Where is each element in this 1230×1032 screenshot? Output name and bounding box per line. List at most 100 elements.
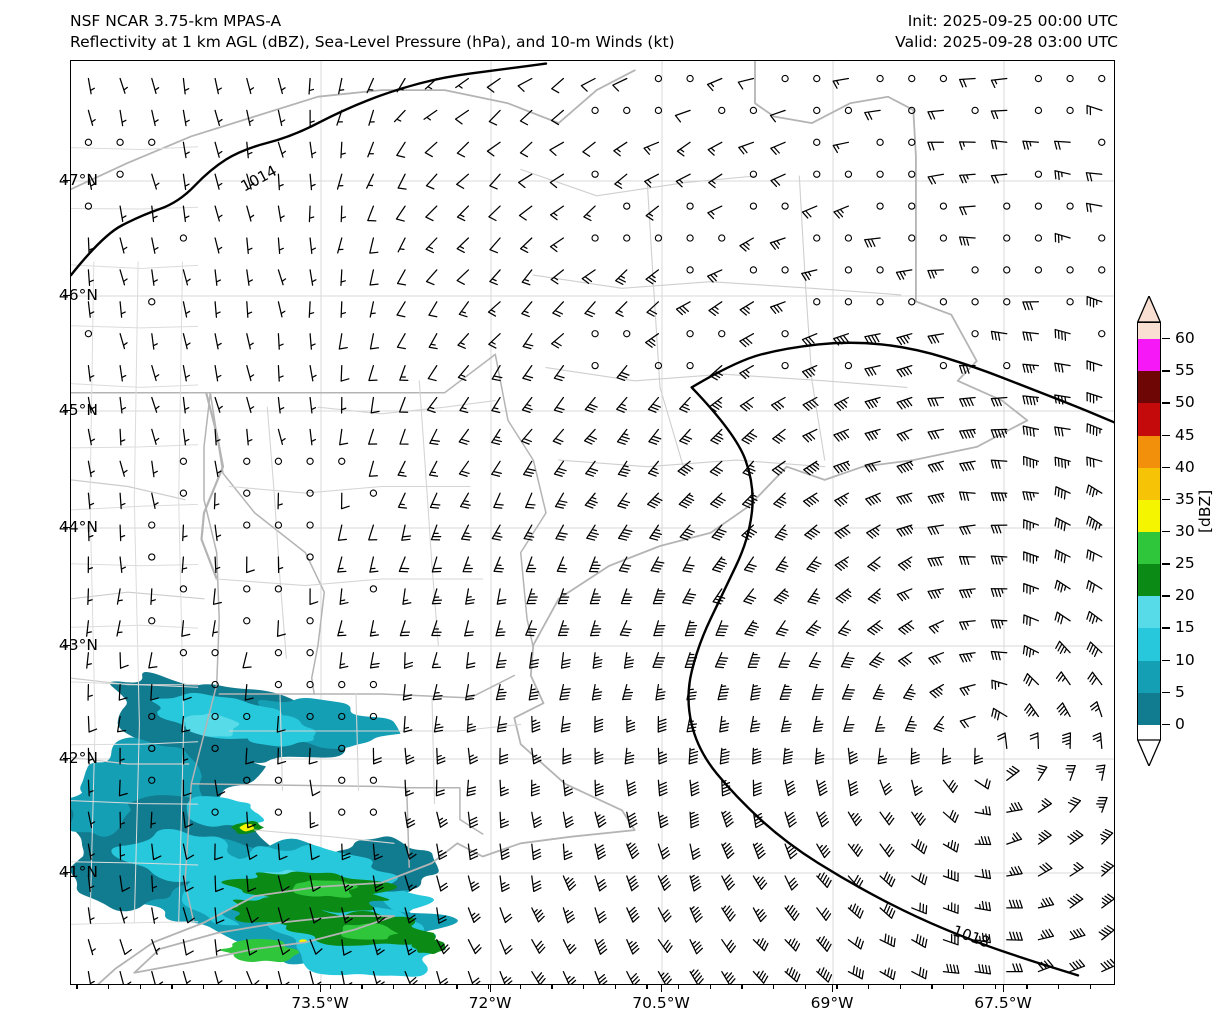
x-axis-minor-tick [266, 985, 268, 989]
wind-barb [274, 457, 283, 465]
wind-barb [369, 333, 380, 350]
wind-barb [246, 907, 259, 924]
wind-barb [277, 875, 290, 892]
wind-barb [927, 428, 945, 440]
wind-barb [246, 875, 257, 893]
wind-barb [594, 747, 604, 765]
wind-barb [942, 933, 959, 946]
wind-barb [119, 907, 128, 924]
wind-barb [1037, 829, 1052, 845]
wind-barb [338, 776, 346, 784]
wind-barb [366, 173, 375, 189]
wind-barb [928, 620, 945, 634]
wind-barb [927, 460, 945, 473]
wind-barb [118, 779, 128, 797]
wind-barb [1067, 796, 1082, 813]
wind-barb [1003, 234, 1011, 242]
wind-barb [1054, 232, 1071, 244]
wind-barb [784, 966, 801, 983]
wind-barb [1098, 234, 1106, 242]
wind-barb [721, 874, 735, 891]
wind-barb [491, 364, 503, 382]
wind-barb [308, 747, 318, 765]
wind-barb [801, 333, 818, 347]
map-plot-area[interactable]: 1014 1018 [70, 60, 1115, 985]
wind-barb [958, 555, 976, 566]
wind-barb [939, 74, 948, 83]
wind-barb [624, 747, 635, 765]
wind-barb [623, 202, 631, 210]
wind-barb [518, 173, 533, 189]
wind-barb [456, 205, 470, 222]
wind-barb [87, 237, 94, 255]
colorbar-band [1138, 596, 1160, 629]
wind-barb [119, 396, 127, 414]
wind-barb [990, 555, 1008, 565]
wind-barb [488, 109, 501, 126]
wind-barb [499, 970, 513, 984]
wind-barb [721, 810, 734, 828]
wind-barb [309, 141, 317, 159]
wind-barb [1098, 925, 1114, 941]
wind-barb [425, 269, 438, 286]
wind-barb [908, 106, 916, 115]
wind-barb [1006, 931, 1023, 941]
wind-barb [844, 106, 853, 115]
wind-barb [594, 779, 604, 797]
wind-barb [1037, 897, 1055, 909]
wind-barb [119, 333, 128, 350]
wind-barb [1022, 331, 1040, 342]
reflectivity-colorbar[interactable]: 0 5 10 15 20 25 30 35 40 45 50 55 60 [1137, 296, 1195, 766]
wind-barb [246, 811, 256, 829]
wind-barb [338, 808, 346, 816]
wind-barb [742, 460, 756, 477]
wind-barb [784, 875, 799, 891]
wind-barb [179, 489, 188, 497]
wind-barb [277, 428, 286, 446]
wind-barb [424, 77, 438, 90]
wind-barb [436, 811, 448, 828]
wind-barb [974, 900, 991, 912]
wind-barb [1022, 140, 1040, 150]
wind-barb [903, 683, 916, 701]
wind-barb [1054, 579, 1071, 593]
wind-barb [211, 620, 219, 637]
wind-barb [847, 936, 864, 950]
wind-barb [274, 521, 283, 529]
wind-barb [847, 811, 863, 827]
wind-barb [244, 683, 254, 701]
wind-barb [372, 970, 385, 984]
wind-barb [486, 77, 501, 93]
wind-barb [781, 266, 789, 274]
wind-barb [309, 428, 317, 446]
wind-barb [586, 524, 599, 541]
wind-barb [876, 266, 884, 274]
colorbar-band [1138, 435, 1160, 468]
wind-barb [308, 301, 315, 318]
wind-barb [1086, 549, 1103, 562]
wind-barb [616, 396, 628, 413]
wind-barb [496, 588, 507, 605]
wind-barb [368, 460, 378, 477]
wind-barb [1022, 301, 1040, 311]
wind-barb [677, 460, 694, 476]
wind-barb [1066, 266, 1074, 274]
wind-barb [87, 970, 95, 984]
wind-barb [752, 907, 767, 923]
wind-barb [214, 843, 224, 861]
wind-barb [911, 839, 928, 855]
wind-barb [784, 938, 801, 952]
wind-barb [959, 173, 976, 184]
wind-barb [775, 620, 789, 637]
wind-barb [119, 492, 126, 510]
wind-barb [338, 744, 346, 753]
wind-barb [119, 524, 126, 542]
wind-barb [990, 459, 1008, 470]
wind-barb [626, 779, 637, 797]
wind-barb [338, 457, 346, 465]
wind-barb [369, 301, 376, 318]
wind-barb [623, 652, 635, 669]
wind-barb [770, 141, 786, 155]
wind-barb [87, 843, 95, 860]
wind-barb [1029, 732, 1040, 750]
